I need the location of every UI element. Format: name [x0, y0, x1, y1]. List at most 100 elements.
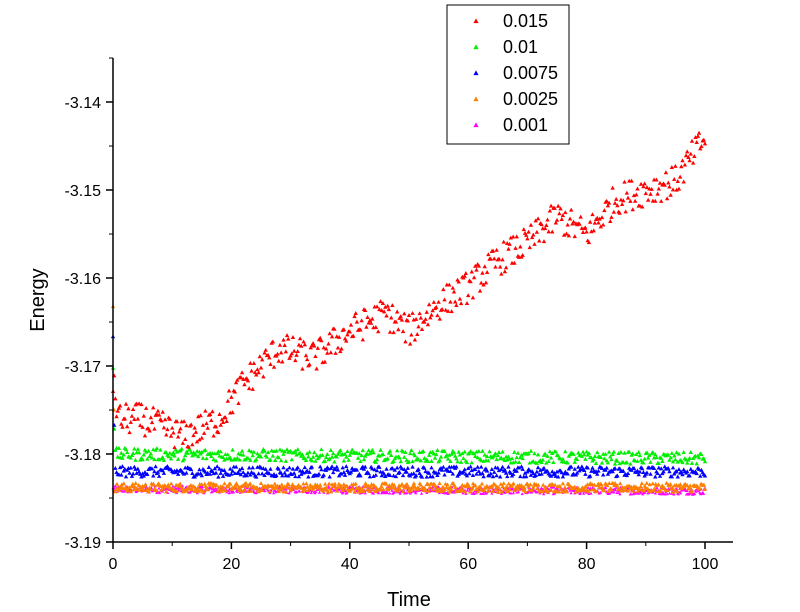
data-point: [315, 482, 320, 487]
data-point: [196, 488, 202, 493]
data-point: [217, 412, 222, 416]
data-point: [649, 186, 654, 191]
data-point: [196, 414, 201, 419]
data-point: [193, 429, 199, 434]
data-point: [450, 285, 456, 290]
data-point: [319, 467, 324, 472]
data-point: [379, 308, 384, 313]
data-point: [396, 327, 401, 332]
data-point: [696, 130, 702, 135]
data-point: [635, 458, 640, 463]
data-point: [188, 467, 194, 472]
data-point: [284, 467, 290, 472]
data-point: [614, 196, 619, 201]
data-point: [484, 454, 490, 459]
data-point: [657, 180, 663, 185]
data-point: [354, 467, 360, 472]
data-point: [656, 482, 661, 487]
data-point: [443, 307, 448, 312]
data-point: [424, 309, 429, 314]
data-point: [446, 486, 451, 491]
data-point: [668, 192, 673, 197]
data-point: [216, 430, 221, 435]
data-point: [119, 472, 124, 477]
data-point: [179, 486, 185, 491]
data-point: [484, 269, 490, 274]
data-point: [300, 452, 305, 457]
data-point: [667, 457, 672, 462]
data-point: [374, 468, 380, 473]
data-point: [456, 279, 461, 284]
data-point: [534, 229, 540, 234]
data-point: [591, 457, 596, 462]
data-point: [687, 492, 692, 495]
data-point: [623, 209, 628, 214]
data-point: [458, 488, 463, 493]
data-point: [183, 437, 188, 442]
data-point: [669, 165, 675, 170]
data-point: [563, 210, 568, 215]
data-point: [206, 464, 212, 469]
data-point: [576, 464, 581, 469]
data-point: [578, 214, 583, 219]
data-point: [246, 465, 252, 470]
data-point: [404, 482, 410, 486]
series-0.015: [110, 130, 708, 450]
legend-marker-0.01: [473, 44, 479, 50]
data-point: [583, 471, 588, 476]
data-point: [492, 256, 497, 261]
y-tick-label: -3.18: [65, 447, 102, 464]
data-point: [408, 487, 414, 492]
data-point: [309, 458, 315, 463]
data-point: [469, 269, 474, 274]
data-point: [428, 315, 433, 320]
data-point: [283, 349, 289, 354]
data-point: [424, 474, 429, 479]
data-point: [225, 452, 231, 457]
data-point: [464, 473, 470, 478]
data-point: [500, 484, 505, 489]
data-point: [696, 466, 702, 471]
data-point: [663, 492, 667, 496]
data-point: [548, 455, 554, 460]
data-point: [634, 192, 639, 197]
data-point: [630, 488, 636, 493]
data-point: [605, 483, 610, 488]
data-point: [472, 483, 478, 487]
data-point: [627, 449, 632, 454]
data-point: [127, 470, 132, 475]
data-point: [362, 464, 368, 469]
data-point: [598, 224, 604, 229]
data-point: [514, 234, 519, 239]
data-point: [125, 450, 130, 455]
data-point: [319, 338, 324, 343]
data-point: [675, 459, 680, 464]
data-point: [153, 464, 158, 469]
y-tick-label: -3.16: [65, 271, 102, 288]
data-point: [617, 481, 623, 486]
data-point: [338, 448, 343, 453]
y-tick-label: -3.17: [65, 359, 102, 376]
data-point: [584, 449, 589, 454]
data-point: [303, 487, 308, 492]
data-point: [288, 448, 293, 453]
data-point: [394, 488, 400, 493]
data-point: [301, 481, 306, 486]
data-point: [437, 457, 442, 462]
data-point: [457, 296, 463, 301]
data-point: [567, 216, 573, 221]
data-point: [687, 158, 692, 163]
data-point: [240, 489, 245, 494]
data-point: [218, 449, 223, 454]
data-point: [409, 448, 414, 453]
data-point: [307, 362, 312, 367]
data-point: [504, 484, 509, 489]
data-point: [434, 304, 439, 309]
data-point: [117, 403, 123, 408]
data-point: [366, 448, 371, 453]
data-point: [449, 451, 454, 456]
data-point: [295, 349, 300, 354]
data-point: [308, 345, 313, 350]
data-point: [670, 465, 676, 470]
data-point: [406, 459, 412, 464]
